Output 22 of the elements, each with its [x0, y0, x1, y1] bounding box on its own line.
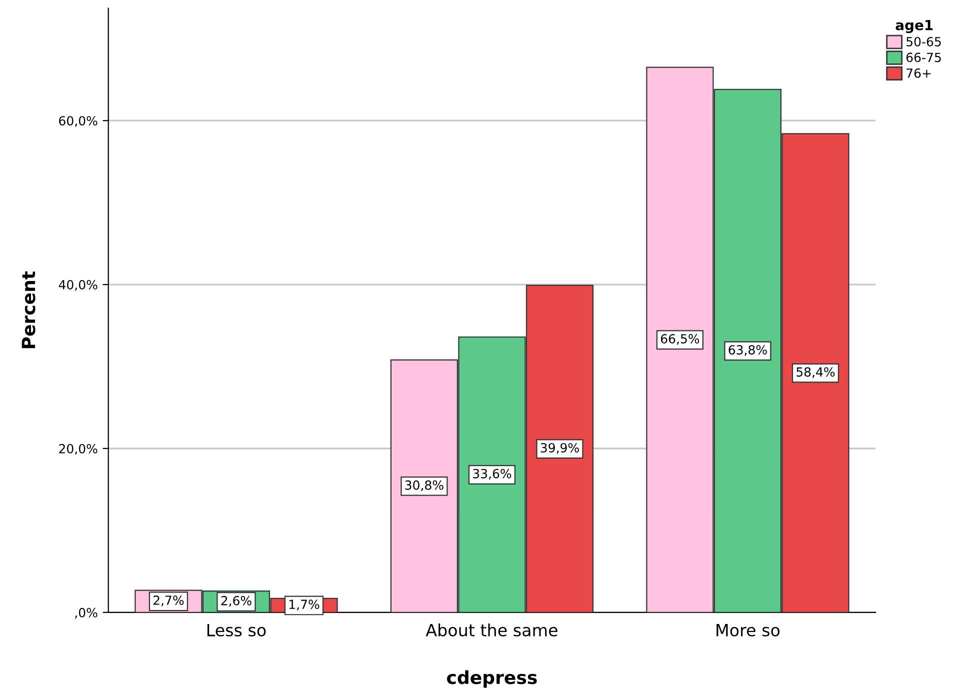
data-label: 1,7%	[290, 600, 320, 610]
data-label: 58,4%	[796, 367, 835, 378]
y-tick-label: 20,0%	[59, 444, 98, 455]
data-label: 2,6%	[221, 596, 252, 607]
legend-title: age1	[896, 20, 933, 34]
legend-label: 66-75	[906, 52, 941, 62]
data-label: 30,8%	[405, 480, 444, 492]
data-label: 63,8%	[728, 345, 767, 356]
legend-label: 50-65	[906, 36, 941, 46]
x-tick-label: About the same	[426, 624, 558, 636]
legend-label: 76+	[906, 68, 931, 78]
data-label: 33,6%	[473, 468, 512, 480]
data-label: 66,5%	[660, 334, 700, 345]
data-label: 2,7%	[154, 596, 184, 606]
x-axis-title: cdepress	[447, 670, 537, 688]
x-tick-label: More so	[716, 624, 780, 636]
y-tick-label: 40,0%	[58, 280, 98, 291]
y-tick-label: 60,0%	[59, 116, 98, 127]
y-axis-title: Percent	[22, 271, 36, 348]
y-tick-label: ,0%	[75, 608, 98, 619]
data-label: 39,9%	[540, 443, 579, 454]
x-tick-label: Less so	[207, 624, 266, 636]
